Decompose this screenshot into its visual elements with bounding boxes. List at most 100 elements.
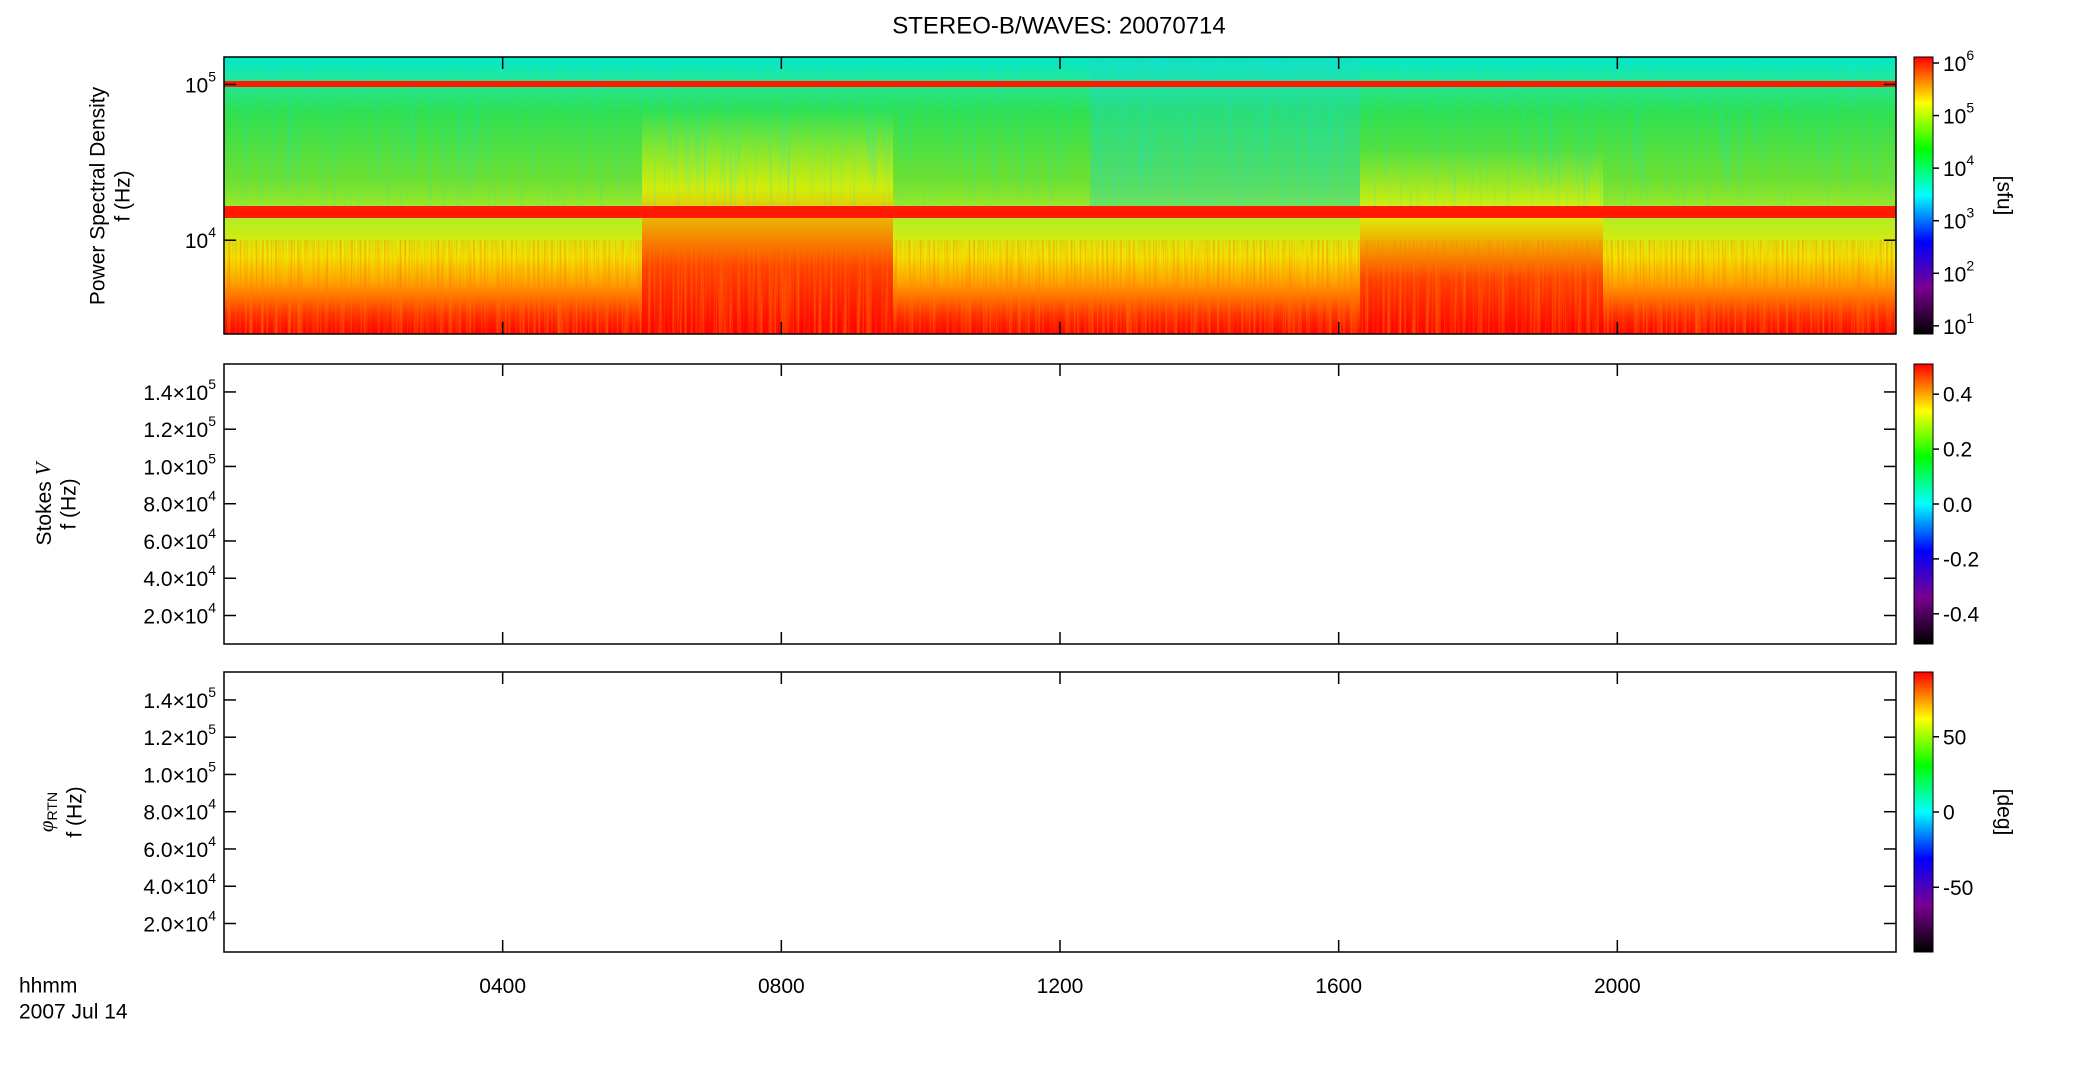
x-tick-label-base: 0800 <box>758 975 805 998</box>
colorbar-tick-label: -0.4 <box>1943 603 1980 626</box>
y-axis-label: Stokes V <box>31 460 56 545</box>
y-tick-label: 1.4×105 <box>143 376 216 405</box>
colorbar-tick-label-sup: 2 <box>1966 257 1974 273</box>
y-tick-label-base: 8.0×10 <box>143 493 208 516</box>
y-tick-label: 4.0×104 <box>143 562 216 591</box>
plot-frame <box>223 363 1897 645</box>
y-tick-label: 1.0×105 <box>143 450 216 479</box>
colorbar-tick-label-base: 10 <box>1943 263 1966 286</box>
colorbar-tick-label: 102 <box>1943 257 1974 286</box>
colorbar-tick-label-base: 0.0 <box>1943 494 1972 517</box>
colorbar-tick-label-base: 10 <box>1943 210 1966 233</box>
y-tick-label-sup: 5 <box>208 376 216 392</box>
y-tick-label: 1.0×105 <box>143 758 216 787</box>
colorbar-tick-label: -0.2 <box>1943 548 1979 571</box>
y-tick-label-sup: 4 <box>208 487 216 503</box>
y-axis-label: φRTN <box>34 792 60 832</box>
colorbar-tick-label-sup: 4 <box>1966 152 1974 168</box>
y-tick-label: 2.0×104 <box>143 599 216 628</box>
colorbar-tick-label-base: 10 <box>1943 53 1966 76</box>
y-tick-label-base: 4.0×10 <box>143 568 208 591</box>
colorbar-tick-label-base: 10 <box>1943 105 1966 128</box>
y-tick-label: 1.2×105 <box>143 413 216 442</box>
colorbar-tick-label: 103 <box>1943 204 1974 233</box>
y-tick-label: 8.0×104 <box>143 795 216 824</box>
y-tick-label: 8.0×104 <box>143 487 216 516</box>
colorbar-tick-label-sup: 6 <box>1966 47 1974 63</box>
colorbar-tick-label-base: 10 <box>1943 158 1966 181</box>
y-tick-label-base: 6.0×10 <box>143 839 208 862</box>
y-tick-label: 1.4×105 <box>143 684 216 713</box>
y-tick-label-sup: 4 <box>208 525 216 541</box>
y-tick-label-base: 4.0×10 <box>143 876 208 899</box>
x-tick-label: 0800 <box>758 975 805 998</box>
x-tick-label: 0400 <box>479 975 526 998</box>
y-tick-label-sup: 5 <box>208 413 216 429</box>
y-tick-label-sup: 4 <box>208 562 216 578</box>
y-tick-label-sup: 4 <box>208 599 216 615</box>
colorbar-tick-label: 50 <box>1943 726 1966 749</box>
colorbar-tick-label: 105 <box>1943 99 1974 128</box>
x-axis-label: hhmm <box>19 975 77 998</box>
y-tick-label-sup: 5 <box>208 450 216 466</box>
y-tick-label-base: 2.0×10 <box>143 913 208 936</box>
y-axis-label-var: φ <box>34 820 58 832</box>
y-axis-unit: f (Hz) <box>58 478 81 529</box>
colorbar-tick-label: 101 <box>1943 310 1974 339</box>
colorbar-tick-label-base: 10 <box>1943 315 1966 338</box>
y-axis-label: Power Spectral Density <box>87 86 110 305</box>
y-tick-label: 105 <box>185 68 216 97</box>
y-tick-label-base: 1.4×10 <box>143 689 208 712</box>
colorbar-tick-label: 0.0 <box>1943 494 1972 517</box>
y-tick-label-base: 8.0×10 <box>143 801 208 824</box>
colorbar-tick-label: 106 <box>1943 47 1974 76</box>
y-tick-label-sup: 5 <box>208 684 216 700</box>
y-tick-label-sup: 4 <box>208 870 216 886</box>
colorbar-tick-label: 0 <box>1943 802 1955 825</box>
colorbar <box>1913 363 1934 645</box>
y-axis-unit: f (Hz) <box>64 786 87 837</box>
y-tick-label-sup: 4 <box>208 907 216 923</box>
y-axis-label-sub: RTN <box>44 792 60 821</box>
x-tick-label-base: 1200 <box>1037 975 1084 998</box>
y-tick-label: 6.0×104 <box>143 833 216 862</box>
colorbar <box>1913 671 1934 953</box>
y-tick-label-sup: 4 <box>208 795 216 811</box>
y-tick-label: 104 <box>185 224 216 253</box>
y-axis-label-var: V <box>31 460 55 475</box>
y-tick-label-base: 6.0×10 <box>143 531 208 554</box>
colorbar-label: [deg] <box>1992 789 2015 836</box>
plot-frame <box>223 671 1897 953</box>
y-tick-label-sup: 5 <box>208 68 216 84</box>
x-tick-label: 1200 <box>1037 975 1084 998</box>
colorbar-tick-label: 0.2 <box>1943 439 1972 462</box>
colorbar-label: [sfu] <box>1992 176 2015 216</box>
x-tick-label-base: 2000 <box>1594 975 1641 998</box>
y-tick-label-sup: 4 <box>208 224 216 240</box>
y-tick-label-base: 10 <box>185 74 208 97</box>
y-tick-label: 2.0×104 <box>143 907 216 936</box>
colorbar-tick-label-sup: 3 <box>1966 204 1974 220</box>
y-tick-label-base: 1.0×10 <box>143 456 208 479</box>
y-tick-label: 4.0×104 <box>143 870 216 899</box>
y-tick-label: 6.0×104 <box>143 525 216 554</box>
y-tick-label-base: 1.0×10 <box>143 764 208 787</box>
y-tick-label-base: 1.4×10 <box>143 381 208 404</box>
x-axis-date: 2007 Jul 14 <box>19 1001 128 1024</box>
colorbar-tick-label-sup: 1 <box>1966 310 1974 326</box>
y-tick-label-base: 1.2×10 <box>143 727 208 750</box>
y-tick-label-base: 1.2×10 <box>143 419 208 442</box>
x-tick-label: 1600 <box>1315 975 1362 998</box>
y-tick-label-base: 10 <box>185 230 208 253</box>
y-tick-label-base: 2.0×10 <box>143 605 208 628</box>
colorbar-tick-label: 104 <box>1943 152 1974 181</box>
y-tick-label-sup: 4 <box>208 833 216 849</box>
y-tick-label-sup: 5 <box>208 721 216 737</box>
y-tick-label: 1.2×105 <box>143 721 216 750</box>
colorbar-tick-label-sup: 5 <box>1966 99 1974 115</box>
y-tick-label-sup: 5 <box>208 758 216 774</box>
x-tick-label: 2000 <box>1594 975 1641 998</box>
colorbar-tick-label: -50 <box>1943 877 1973 900</box>
